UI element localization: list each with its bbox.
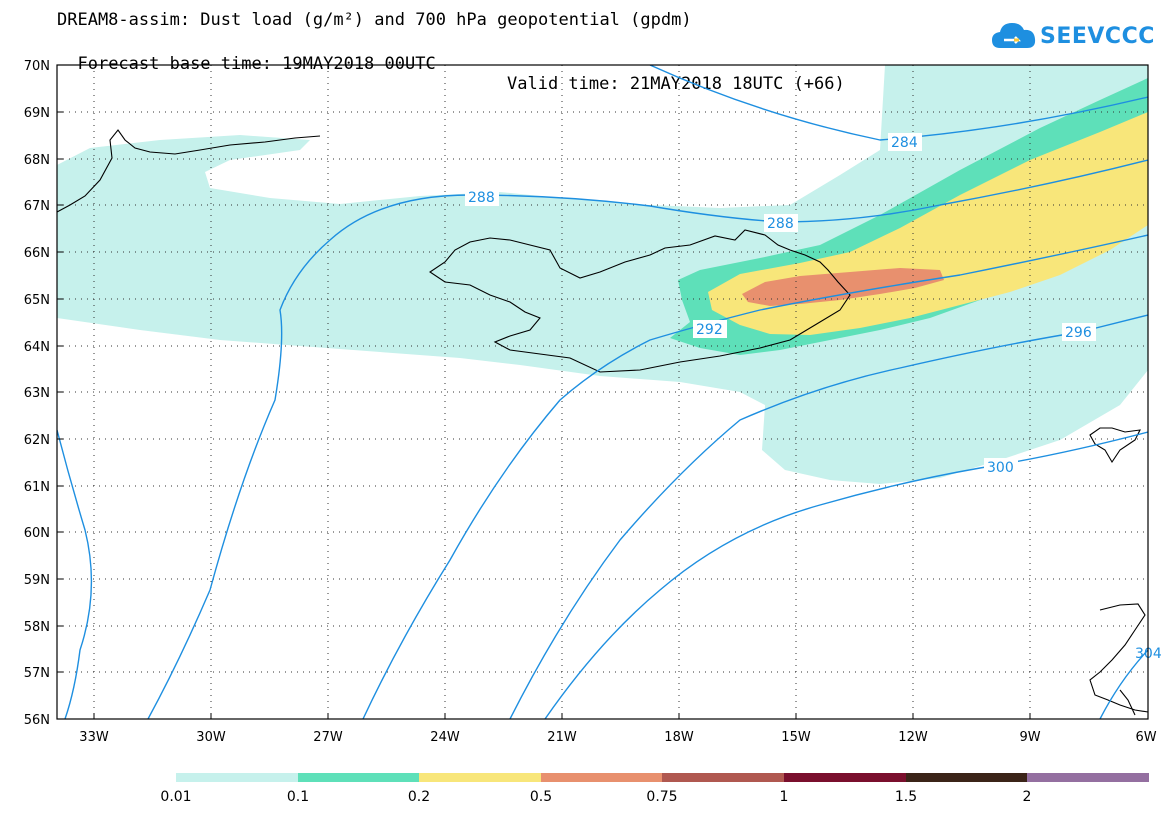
contour-292 (362, 234, 1148, 719)
lat-label: 65N (24, 293, 50, 308)
lat-label: 64N (24, 340, 50, 355)
lon-label: 33W (79, 730, 109, 745)
contour-label: 292 (696, 322, 723, 338)
lat-label: 59N (24, 573, 50, 588)
lon-label: 9W (1019, 730, 1040, 745)
contour-label: 288 (468, 190, 495, 206)
colorbar-swatch (784, 773, 906, 782)
seevccc-logo: SEEVCCC (990, 18, 1160, 58)
lat-label: 57N (24, 666, 50, 681)
colorbar-label: 0.1 (287, 789, 309, 805)
lon-label: 6W (1135, 730, 1156, 745)
axis-ticks (57, 64, 1031, 720)
logo-text: SEEVCCC (1040, 24, 1155, 49)
contour-labels: 284 288 288 292 296 300 304 (465, 133, 1162, 662)
lon-label: 21W (547, 730, 577, 745)
lon-label: 30W (196, 730, 226, 745)
iceland-coast (429, 229, 851, 373)
longitude-labels: 33W 30W 27W 24W 21W 18W 15W 12W 9W 6W (79, 730, 1156, 745)
latitude-labels: 70N 69N 68N 67N 66N 65N 64N 63N 62N 61N … (24, 59, 50, 728)
contour-300b (544, 431, 1148, 719)
colorbar-swatch (419, 773, 541, 782)
hebrides-coast (1119, 689, 1136, 716)
lon-label: 12W (898, 730, 928, 745)
lat-label: 69N (24, 106, 50, 121)
coastlines (57, 129, 1148, 716)
map-title: DREAM8-assim: Dust load (g/m²) and 700 h… (57, 10, 692, 30)
colorbar-label: 0.5 (530, 789, 552, 805)
lat-label: 63N (24, 386, 50, 401)
colorbar-label: 0.01 (160, 789, 191, 805)
lon-label: 27W (313, 730, 343, 745)
dust-layer-0.01 (57, 65, 1148, 484)
contour-label: 296 (1065, 325, 1092, 341)
colorbar-swatch (298, 773, 419, 782)
grid-lines (57, 65, 1148, 719)
colorbar-label: 2 (1023, 789, 1032, 805)
lat-label: 67N (24, 199, 50, 214)
lat-label: 68N (24, 153, 50, 168)
lat-label: 70N (24, 59, 50, 74)
lon-label: 15W (781, 730, 811, 745)
contour-label: 284 (891, 135, 918, 151)
scotland-coast (1089, 603, 1148, 713)
lat-label: 61N (24, 480, 50, 495)
colorbar: 0.01 0.1 0.2 0.5 0.75 1 1.5 2 (160, 773, 1149, 805)
lon-label: 18W (664, 730, 694, 745)
map-area (57, 65, 1148, 719)
valid-time: Valid time: 21MAY2018 18UTC (+66) (507, 74, 845, 94)
contour-label: 288 (767, 216, 794, 232)
lat-label: 58N (24, 620, 50, 635)
colorbar-swatch (906, 773, 1027, 782)
faroe-islands-coast (1089, 427, 1141, 464)
time-info: Forecast base time: 19MAY2018 00UTC Vali… (57, 34, 844, 94)
lat-label: 56N (24, 713, 50, 728)
lon-label: 24W (430, 730, 460, 745)
colorbar-swatch (1027, 773, 1149, 782)
colorbar-label: 1.5 (895, 789, 917, 805)
contour-284 (649, 65, 1148, 141)
colorbar-label: 1 (780, 789, 789, 805)
colorbar-swatch (176, 773, 298, 782)
contour-300 (57, 429, 93, 719)
colorbar-swatch (662, 773, 784, 782)
colorbar-label: 0.75 (646, 789, 677, 805)
colorbar-swatch (541, 773, 662, 782)
contour-label: 300 (987, 460, 1014, 476)
contour-304 (1099, 649, 1148, 719)
forecast-base-time: Forecast base time: 19MAY2018 00UTC (77, 54, 436, 74)
cloud-logo-icon (992, 23, 1036, 48)
contour-288 (147, 159, 1148, 719)
colorbar-label: 0.2 (408, 789, 430, 805)
lat-label: 60N (24, 526, 50, 541)
lat-label: 66N (24, 246, 50, 261)
lat-label: 62N (24, 433, 50, 448)
greenland-coast (57, 129, 321, 213)
